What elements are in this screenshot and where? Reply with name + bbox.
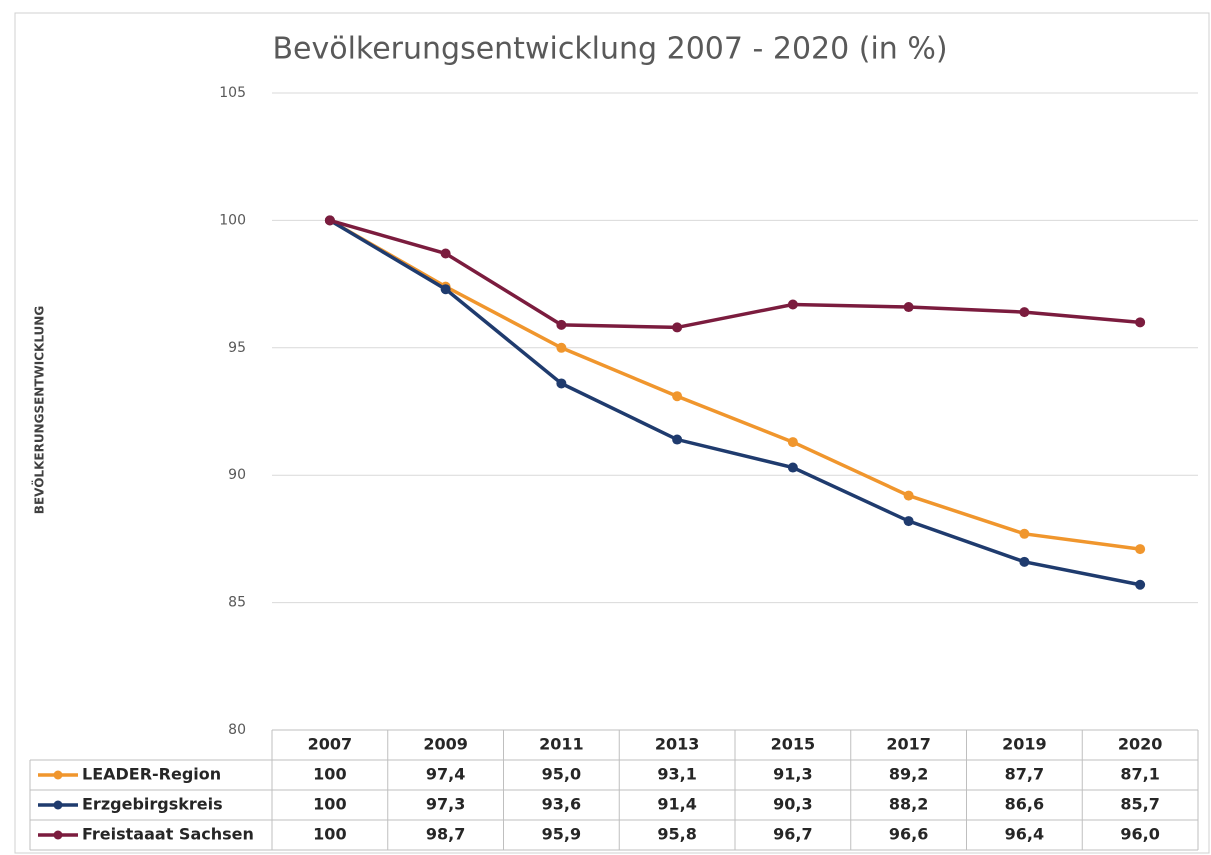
table-value: 85,7 — [1120, 795, 1159, 814]
marker — [324, 215, 335, 226]
table-value: 86,6 — [1005, 795, 1044, 814]
marker — [903, 490, 914, 501]
marker — [787, 462, 798, 473]
y-tick-label: 90 — [228, 467, 246, 483]
table-value: 96,7 — [773, 825, 812, 844]
marker — [672, 391, 683, 402]
marker — [440, 248, 451, 259]
table-value: 91,3 — [773, 765, 812, 784]
table-value: 96,0 — [1120, 825, 1159, 844]
table-value: 100 — [313, 765, 346, 784]
table-value: 91,4 — [657, 795, 696, 814]
y-axis-label: BEVÖLKERUNGSENTWICKLUNG — [32, 306, 47, 514]
table-value: 96,4 — [1005, 825, 1044, 844]
series-line — [329, 218, 1141, 551]
table-value: 100 — [313, 795, 346, 814]
table-value: 88,2 — [889, 795, 928, 814]
table-value: 89,2 — [889, 765, 928, 784]
series-line — [329, 218, 1141, 330]
table-value: 93,1 — [657, 765, 696, 784]
marker — [672, 434, 683, 445]
table-value: 97,4 — [426, 765, 465, 784]
marker — [1135, 579, 1146, 590]
marker — [1135, 544, 1146, 555]
table-value: 90,3 — [773, 795, 812, 814]
marker — [556, 378, 567, 389]
marker — [903, 516, 914, 527]
table-value: 95,9 — [542, 825, 581, 844]
x-tick-label: 2011 — [539, 735, 584, 754]
table-value: 87,7 — [1005, 765, 1044, 784]
table-value: 97,3 — [426, 795, 465, 814]
table-value: 100 — [313, 825, 346, 844]
marker — [787, 437, 798, 448]
marker — [903, 302, 914, 313]
marker — [556, 319, 567, 330]
legend-key-marker — [53, 800, 63, 810]
y-tick-label: 105 — [219, 85, 246, 101]
frame — [14, 12, 1210, 854]
x-tick-label: 2017 — [886, 735, 931, 754]
y-tick-label: 85 — [228, 595, 246, 611]
legend-key-marker — [53, 830, 63, 840]
marker — [440, 284, 451, 295]
marker — [1135, 317, 1146, 328]
legend-label: Erzgebirgskreis — [82, 795, 223, 814]
x-tick-label: 2007 — [308, 735, 353, 754]
marker — [556, 342, 567, 353]
x-tick-label: 2015 — [771, 735, 816, 754]
marker — [672, 322, 683, 333]
series-line — [328, 218, 1141, 587]
y-tick-label: 100 — [219, 212, 246, 228]
legend-key-marker — [53, 770, 63, 780]
table-value: 93,6 — [542, 795, 581, 814]
x-tick-label: 2019 — [1002, 735, 1047, 754]
table-value: 87,1 — [1120, 765, 1159, 784]
marker — [1019, 528, 1030, 539]
y-tick-label: 95 — [228, 340, 246, 356]
legend-label: Freistaaat Sachsen — [82, 825, 254, 844]
legend-label: LEADER-Region — [82, 765, 221, 784]
marker — [787, 299, 798, 310]
y-tick-label: 80 — [228, 722, 246, 738]
table-value: 95,0 — [542, 765, 581, 784]
x-tick-label: 2013 — [655, 735, 700, 754]
x-tick-label: 2009 — [423, 735, 468, 754]
x-tick-label: 2020 — [1118, 735, 1163, 754]
table-value: 96,6 — [889, 825, 928, 844]
chart-title: Bevölkerungsentwicklung 2007 - 2020 (in … — [272, 32, 947, 67]
marker — [1019, 307, 1030, 318]
table-value: 95,8 — [657, 825, 696, 844]
table-value: 98,7 — [426, 825, 465, 844]
marker — [1019, 556, 1030, 567]
